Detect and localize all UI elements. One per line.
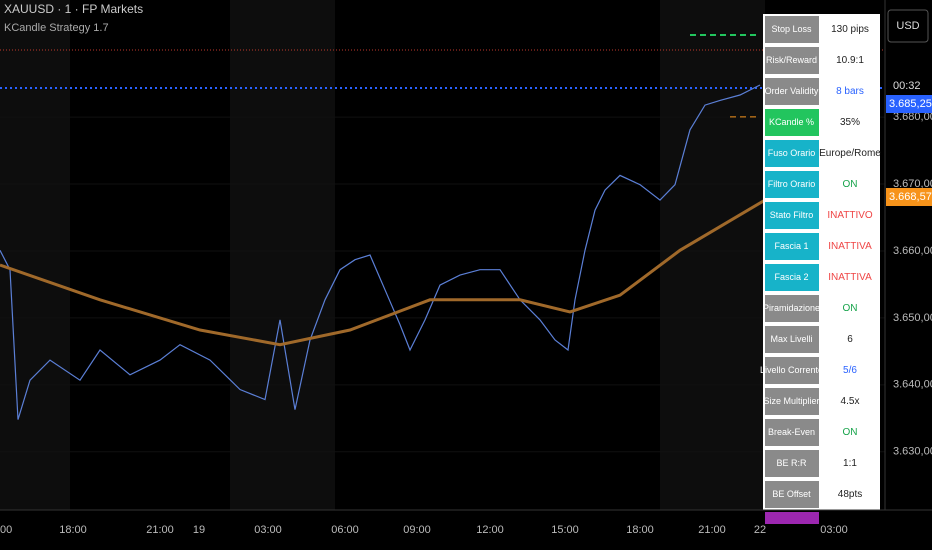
row-value: INATTIVA [828, 272, 872, 283]
label-cell [765, 295, 819, 322]
row-label: Livello Corrente [760, 365, 823, 375]
row-label: Order Validity [765, 86, 819, 96]
label-cell [765, 109, 819, 136]
session-band [0, 0, 70, 510]
row-label: Stato Filtro [770, 210, 814, 220]
x-tick-label: 22 [754, 524, 766, 536]
label-cell [765, 78, 819, 105]
y-tick-label: 3.680,00 [893, 111, 932, 123]
label-cell [765, 16, 819, 43]
x-tick-label: 19 [193, 524, 205, 536]
currency: USD [896, 20, 919, 32]
x-tick-label: 00 [0, 524, 12, 536]
price-line [0, 84, 761, 420]
label-cell [765, 171, 819, 198]
label-cell [765, 481, 819, 508]
x-tick-label: 21:00 [146, 524, 174, 536]
row-label: Risk/Reward [766, 55, 817, 65]
row-value: 35% [840, 117, 860, 128]
row-value: 10.9:1 [836, 55, 864, 66]
label-cell [765, 264, 819, 291]
row-value: 130 pips [831, 24, 869, 35]
price-tag-label: 3.668,57 [889, 191, 932, 203]
row-label: Stop Loss [771, 24, 812, 34]
x-tick-label: 18:00 [59, 524, 87, 536]
y-tick-label: 3.630,00 [893, 446, 932, 458]
x-tick-label: 09:00 [403, 524, 431, 536]
x-tick-label: 03:00 [820, 524, 848, 536]
countdown: 00:32 [893, 80, 921, 92]
x-tick-label: 21:00 [698, 524, 726, 536]
row-value: INATTIVA [828, 241, 872, 252]
y-tick-label: 3.640,00 [893, 379, 932, 391]
row-value: 8 bars [836, 86, 864, 97]
label-cell [765, 357, 819, 384]
price-tag-label: 3.685,25 [889, 98, 932, 110]
x-tick-label: 12:00 [476, 524, 504, 536]
label-cell [765, 233, 819, 260]
indicator-name: KCandle Strategy 1.7 [4, 22, 109, 34]
session-band [230, 0, 335, 510]
row-value: 4.5x [841, 396, 860, 407]
row-value: 6 [847, 334, 853, 345]
row-label: Max Livelli [770, 334, 812, 344]
row-value: Europe/Rome [819, 148, 881, 159]
row-value: 48pts [838, 489, 862, 500]
y-tick-label: 3.660,00 [893, 245, 932, 257]
row-label: BE R:R [776, 458, 807, 468]
session-band [660, 0, 765, 510]
x-tick-label: 15:00 [551, 524, 579, 536]
price-tag [886, 95, 932, 113]
x-tick-label: 06:00 [331, 524, 359, 536]
row-label: Size Multiplier [763, 396, 819, 406]
row-label: BE Offset [772, 489, 811, 499]
row-label: Filtro Orario [768, 179, 816, 189]
settings-table: Stop Loss 130 pips Risk/Reward 10.9:1 Order … [760, 14, 881, 524]
row-label: Break-Even [768, 427, 815, 437]
label-cell [765, 47, 819, 74]
label-cell [765, 202, 819, 229]
currency-box[interactable] [887, 9, 929, 43]
label-cell [765, 326, 819, 353]
row-label: KCandle % [769, 117, 814, 127]
row-label: Piramidazione [763, 303, 820, 313]
x-tick-label: 03:00 [254, 524, 282, 536]
price-axis [885, 0, 932, 550]
y-tick-label: 3.670,00 [893, 178, 932, 190]
row-label: Fuso Orario [768, 148, 816, 158]
row-value: ON [843, 427, 858, 438]
label-cell [765, 512, 819, 524]
axes: 3.630,00 3.640,00 3.650,00 3.660,00 3.670,00… [0, 95, 932, 536]
price-tag [886, 188, 932, 206]
row-value: ON [843, 303, 858, 314]
row-value: INATTIVO [827, 210, 873, 221]
plot [0, 84, 885, 453]
row-label: Fascia 2 [774, 272, 808, 282]
label-cell [765, 419, 819, 446]
moving-average [0, 198, 766, 347]
label-cell [765, 388, 819, 415]
label-cell [765, 140, 819, 167]
x-tick-label: 18:00 [626, 524, 654, 536]
row-value: 5/6 [843, 365, 857, 376]
row-value: 1:1 [843, 458, 857, 469]
symbol: XAUUSD · 1 · FP Markets [4, 2, 143, 16]
label-cell [765, 450, 819, 477]
y-tick-label: 3.650,00 [893, 312, 932, 324]
row-value: ON [843, 179, 858, 190]
row-label: Fascia 1 [774, 241, 808, 251]
